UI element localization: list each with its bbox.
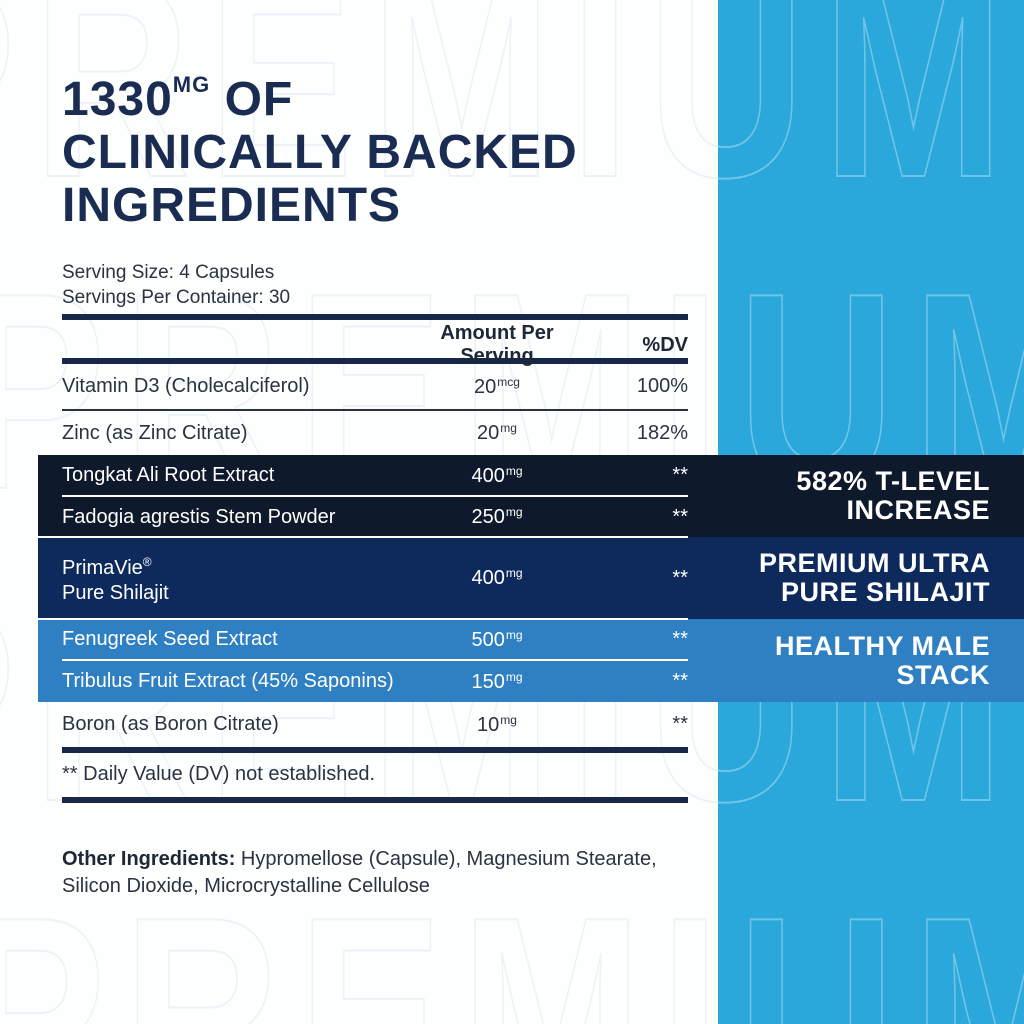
- dv-value: **: [672, 670, 688, 692]
- ingredient-name: Fadogia agrestis Stem Powder: [62, 505, 336, 528]
- divider-rule: [62, 314, 688, 320]
- divider-rule: [62, 797, 688, 803]
- watermark-text: PREMIUM: [718, 0, 1022, 236]
- table-row-highlighted: PrimaVie® Pure Shilajit 400mg **: [62, 537, 688, 619]
- table-row-highlighted: Tribulus Fruit Extract (45% Saponins) 15…: [62, 661, 688, 702]
- ingredient-name: Boron (as Boron Citrate): [62, 713, 279, 735]
- amount-value: 400: [471, 567, 505, 589]
- amount-cell: 500mg: [402, 628, 592, 652]
- other-ingredients: Other Ingredients: Hypromellose (Capsule…: [62, 846, 684, 900]
- ingredient-name: Zinc (as Zinc Citrate): [62, 421, 248, 444]
- page-title: 1330MG OF CLINICALLY BACKED INGREDIENTS: [62, 58, 578, 232]
- table-row-highlighted: Fadogia agrestis Stem Powder 250mg **: [62, 497, 688, 537]
- table-row-highlighted: Fenugreek Seed Extract 500mg **: [62, 619, 688, 660]
- dv-footnote: ** Daily Value (DV) not established.: [62, 763, 376, 785]
- title-amount: 1330: [62, 73, 173, 126]
- callout-line-1: HEALTHY MALE: [775, 630, 990, 661]
- watermark-text: PREMIUM: [718, 860, 1024, 1024]
- highlight-band-shilajit: [38, 537, 1024, 619]
- dv-value: **: [672, 713, 688, 735]
- amount-unit: mg: [505, 669, 523, 684]
- ingredient-name: Vitamin D3 (Cholecalciferol): [62, 375, 310, 397]
- amount-unit: mg: [505, 627, 523, 642]
- callout-healthy-male-stack: HEALTHY MALE STACK: [670, 619, 990, 702]
- brand-name: PrimaVie: [62, 557, 143, 579]
- amount-cell: 20mcg: [402, 375, 592, 399]
- amount-cell: 10mg: [402, 713, 592, 737]
- dv-value: **: [672, 464, 688, 486]
- amount-value: 400: [471, 464, 505, 487]
- amount-cell: 250mg: [402, 505, 592, 529]
- amount-unit: mg: [500, 712, 517, 727]
- other-ingredients-label: Other Ingredients:: [62, 848, 236, 870]
- title-suffix: OF: [210, 73, 294, 126]
- amount-value: 250: [471, 506, 505, 528]
- serving-info: Serving Size: 4 Capsules Servings Per Co…: [62, 260, 290, 310]
- table-row: Vitamin D3 (Cholecalciferol) 20mcg 100%: [62, 364, 688, 409]
- divider-rule: [62, 747, 688, 753]
- dv-value: 182%: [636, 421, 688, 444]
- amount-value: 20: [474, 375, 497, 398]
- amount-value: 500: [471, 628, 505, 651]
- ingredient-name: Fenugreek Seed Extract: [62, 628, 278, 650]
- ingredient-name-line2: Pure Shilajit: [62, 582, 169, 604]
- callout-pure-shilajit: PREMIUM ULTRA PURE SHILAJIT: [670, 537, 990, 619]
- band-divider: [38, 536, 688, 538]
- callout-line-2: INCREASE: [846, 495, 990, 525]
- dv-value: **: [672, 628, 688, 650]
- serving-size: Serving Size: 4 Capsules: [62, 262, 275, 283]
- amount-cell: 20mg: [402, 421, 592, 445]
- amount-value: 150: [471, 670, 505, 693]
- callout-line-1: PREMIUM ULTRA: [759, 548, 990, 578]
- other-ingredients-text: Hypromellose (Capsule), Magnesium Steara…: [62, 848, 657, 897]
- callout-line-1: 582% T-LEVEL: [796, 466, 990, 496]
- amount-cell: 150mg: [402, 670, 592, 694]
- row-divider: [62, 409, 688, 411]
- ingredient-name: Tribulus Fruit Extract (45% Saponins): [62, 670, 394, 692]
- servings-per-container: Servings Per Container: 30: [62, 287, 291, 308]
- ingredient-name-line1: PrimaVie®: [62, 550, 402, 581]
- amount-unit: mg: [505, 566, 523, 580]
- ingredient-name: PrimaVie® Pure Shilajit: [62, 550, 402, 606]
- title-line-1: 1330MG OF: [62, 58, 578, 126]
- amount-value: 10: [477, 713, 500, 736]
- callout-line-2: PURE SHILAJIT: [780, 577, 990, 607]
- dv-value: **: [672, 505, 688, 528]
- amount-unit: mg: [505, 505, 523, 519]
- table-row-highlighted: Tongkat Ali Root Extract 400mg **: [62, 455, 688, 496]
- dv-value: 100%: [636, 375, 688, 397]
- row-divider: [62, 495, 688, 497]
- registered-mark: ®: [142, 555, 152, 569]
- table-header: Amount Per Serving %DV: [62, 322, 688, 367]
- amount-unit: mcg: [497, 374, 520, 389]
- dv-value: **: [672, 566, 688, 589]
- amount-unit: mg: [505, 463, 523, 478]
- band-divider: [38, 618, 688, 620]
- column-header-amount: Amount Per Serving: [440, 322, 554, 367]
- amount-cell: 400mg: [402, 464, 592, 488]
- amount-value: 20: [477, 422, 500, 444]
- table-row: Boron (as Boron Citrate) 10mg **: [62, 702, 688, 747]
- callout-line-2: STACK: [896, 659, 990, 690]
- amount-unit: mg: [500, 421, 517, 435]
- title-line-3: INGREDIENTS: [62, 179, 402, 232]
- ingredient-name: Tongkat Ali Root Extract: [62, 464, 275, 486]
- column-header-dv: %DV: [642, 333, 688, 356]
- title-unit: MG: [172, 72, 211, 97]
- callout-t-level-increase: 582% T-LEVEL INCREASE: [670, 455, 990, 537]
- table-row: Zinc (as Zinc Citrate) 20mg 182%: [62, 411, 688, 455]
- title-line-2: CLINICALLY BACKED: [62, 126, 578, 179]
- divider-rule: [62, 358, 688, 364]
- row-divider: [62, 659, 688, 661]
- amount-cell: 400mg: [402, 566, 592, 590]
